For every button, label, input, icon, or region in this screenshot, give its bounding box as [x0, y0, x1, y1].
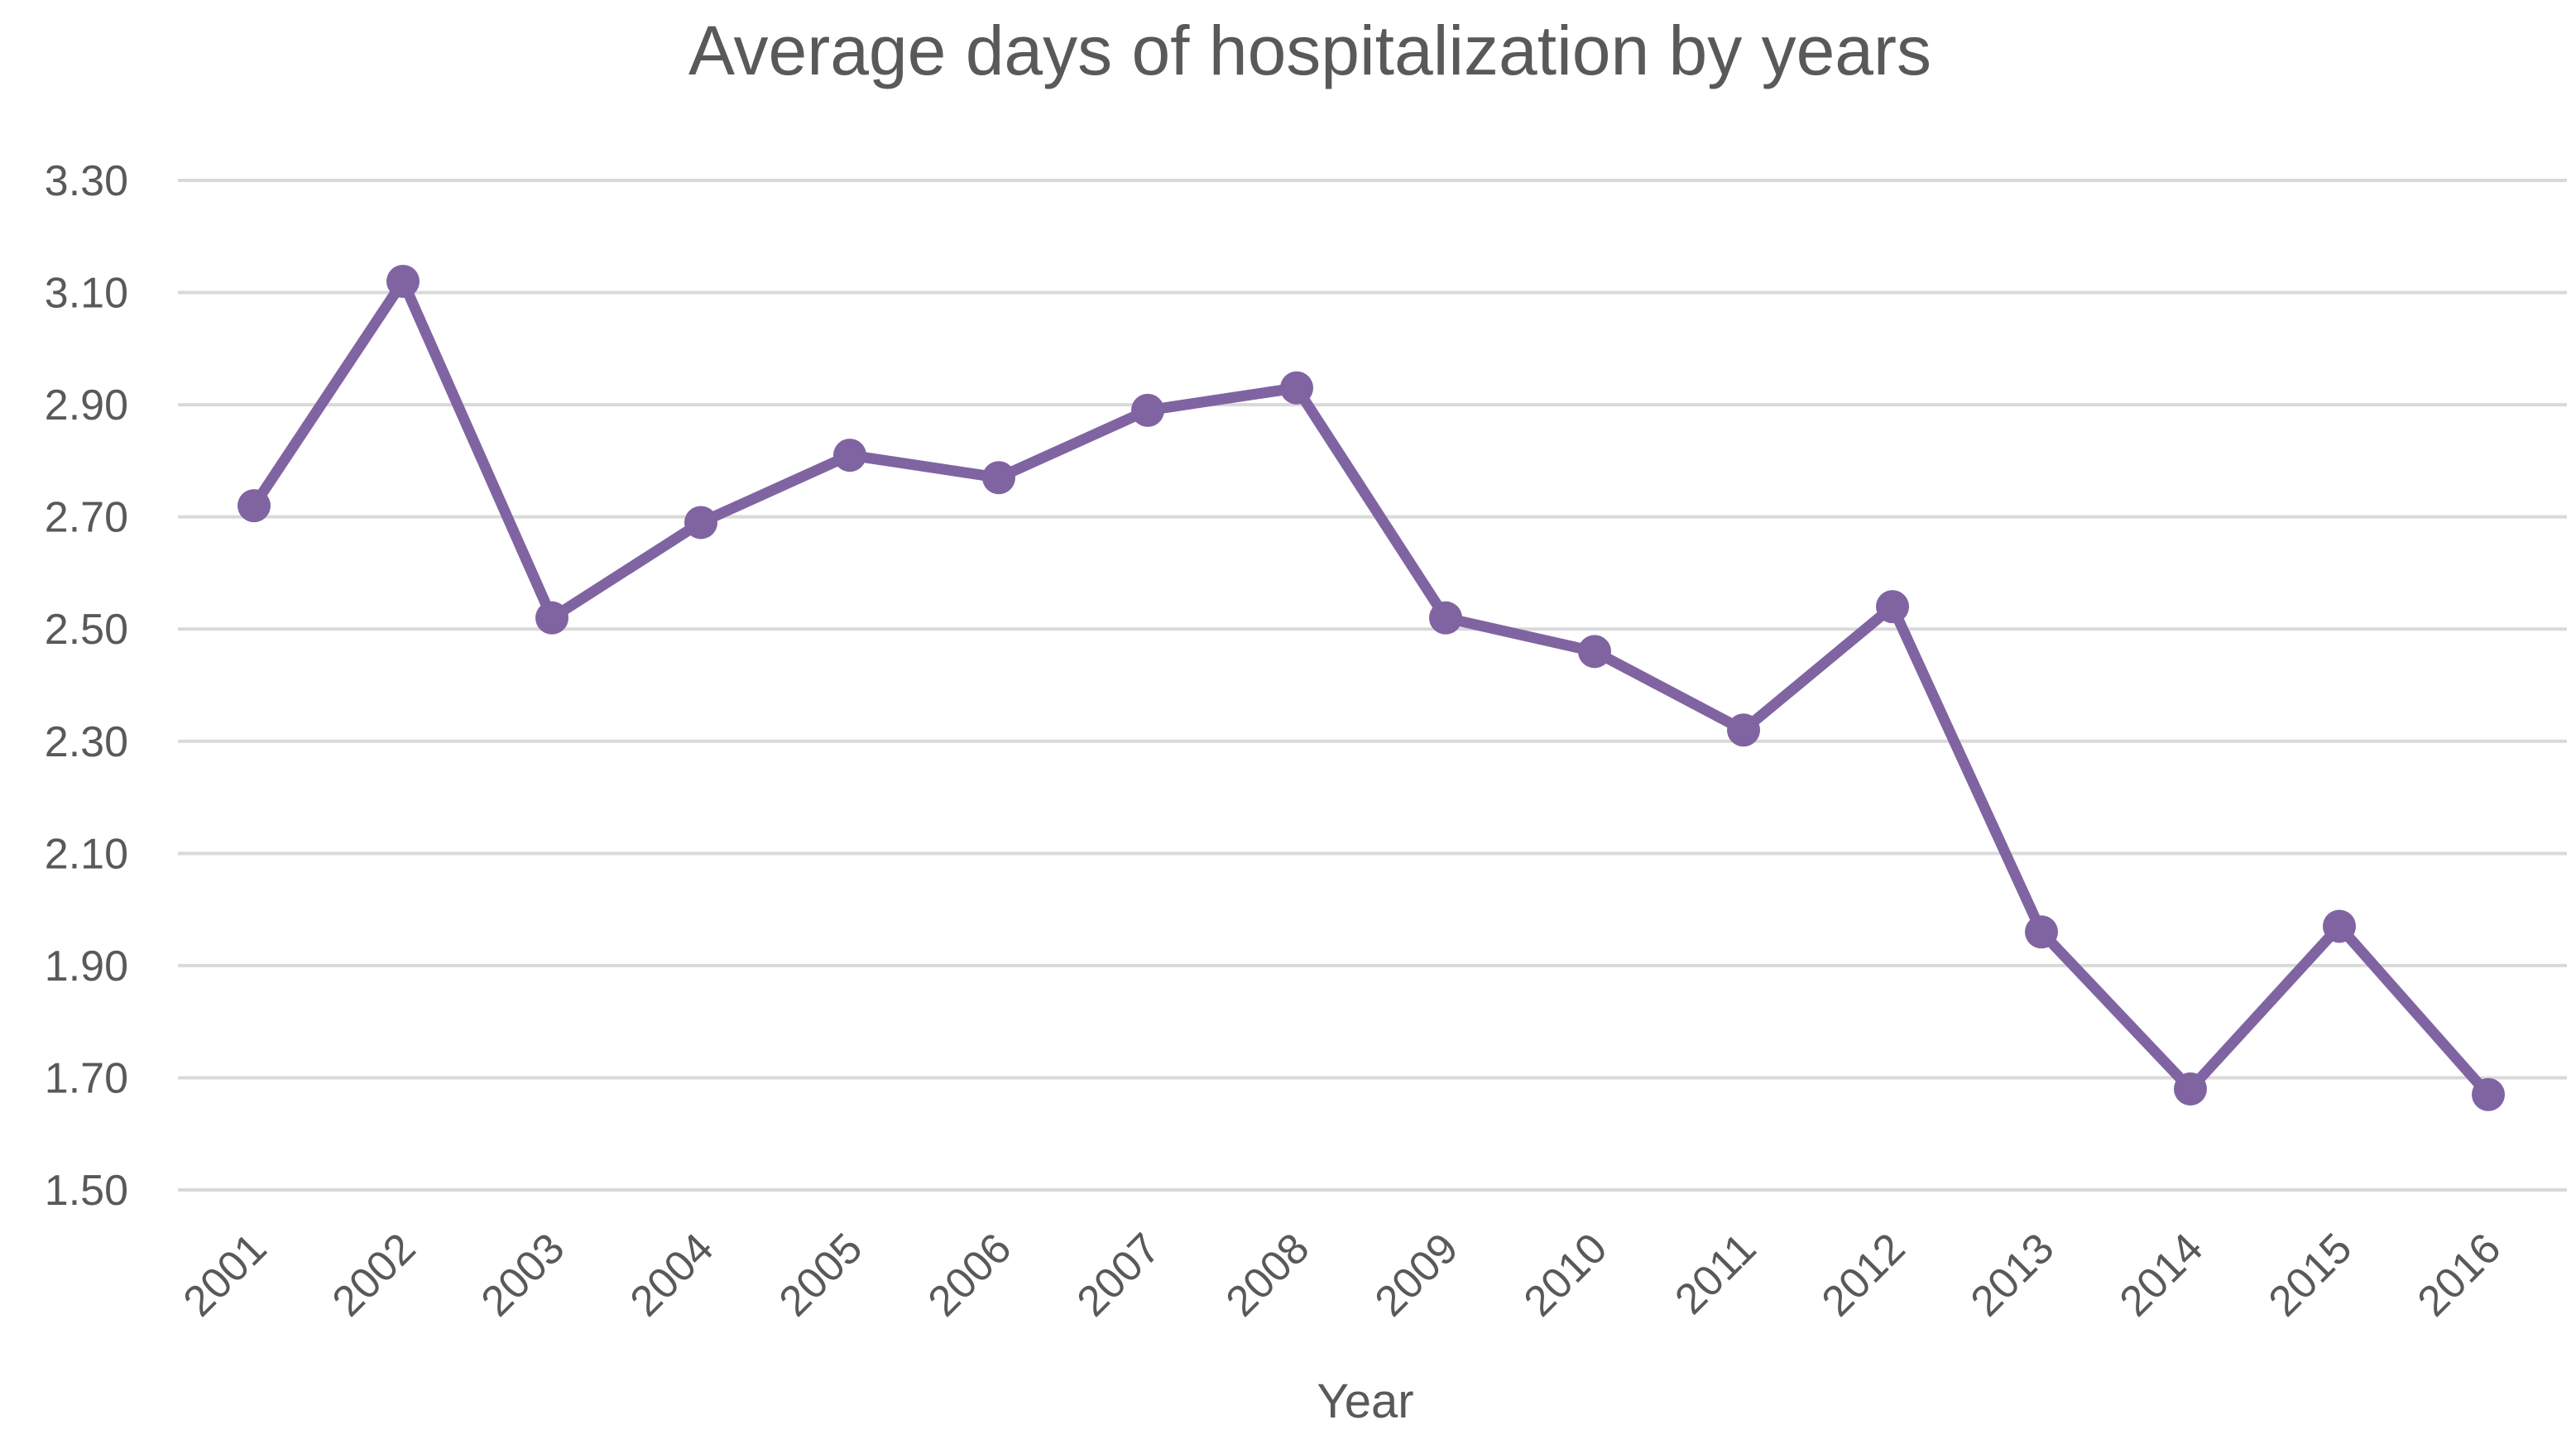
data-point	[2323, 909, 2356, 943]
data-point	[833, 439, 866, 472]
chart-title: Average days of hospitalization by years	[688, 12, 1931, 89]
data-point	[982, 461, 1015, 495]
series-line	[248, 276, 2494, 1101]
x-tick-label: 2010	[1515, 1224, 1617, 1326]
data-point	[535, 601, 568, 635]
data-point	[2174, 1072, 2207, 1106]
x-tick-label: 2012	[1813, 1224, 1915, 1326]
series	[237, 265, 2505, 1111]
y-tick-label: 1.90	[45, 943, 128, 991]
x-tick-label: 2008	[1217, 1224, 1319, 1326]
y-tick-label: 3.30	[45, 157, 128, 205]
gridlines	[178, 179, 2567, 1192]
data-point	[1727, 713, 1760, 747]
y-tick-label: 2.10	[45, 830, 128, 878]
y-tick-label: 2.50	[45, 606, 128, 654]
data-point	[1429, 601, 1462, 635]
x-tick-label: 2004	[621, 1224, 723, 1326]
x-tick-label: 2015	[2260, 1224, 2362, 1326]
data-point	[1578, 635, 1611, 669]
x-tick-label: 2002	[324, 1224, 425, 1326]
y-tick-label: 3.10	[45, 270, 128, 318]
data-point	[1131, 393, 1164, 427]
x-axis-label: Year	[1317, 1374, 1413, 1428]
y-axis-ticks: 1.50 1.70 1.90 2.10 2.30 2.50 2.70 2.90 3.10 3.30	[45, 157, 128, 1215]
data-point	[2025, 915, 2058, 949]
data-point	[2472, 1077, 2505, 1111]
data-point	[237, 489, 271, 523]
y-tick-label: 2.70	[45, 494, 128, 542]
x-tick-label: 2006	[919, 1224, 1021, 1326]
x-tick-label: 2007	[1068, 1224, 1170, 1326]
x-tick-label: 2009	[1366, 1224, 1468, 1326]
x-tick-label: 2003	[473, 1224, 574, 1326]
y-tick-label: 1.50	[45, 1167, 128, 1215]
data-point	[386, 265, 420, 298]
x-tick-label: 2011	[1666, 1224, 1765, 1323]
x-tick-label: 2005	[770, 1224, 872, 1326]
x-tick-label: 2001	[175, 1224, 276, 1326]
data-point	[1280, 371, 1313, 405]
x-tick-label: 2013	[1962, 1224, 2064, 1326]
data-point	[1876, 590, 1909, 624]
x-tick-label: 2014	[2111, 1224, 2213, 1326]
y-tick-label: 1.70	[45, 1054, 128, 1102]
x-tick-label: 2016	[2409, 1224, 2511, 1326]
data-point	[684, 506, 717, 540]
x-axis-ticks: 2001 2002 2003 2004 2005 2006 2007 2008 2009 2010…	[175, 1224, 2511, 1326]
y-tick-label: 2.90	[45, 381, 128, 429]
y-tick-label: 2.30	[45, 718, 128, 766]
